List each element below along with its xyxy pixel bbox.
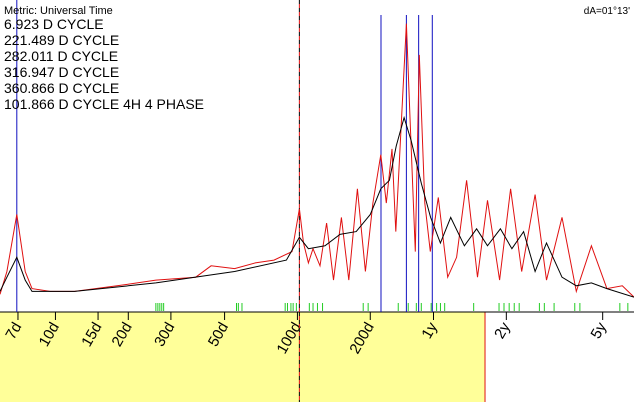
cycle-label: 221.489 D CYCLE bbox=[4, 32, 119, 48]
corner-label: dA=01°13' bbox=[584, 6, 630, 17]
cycle-label: 6.923 D CYCLE bbox=[4, 16, 104, 32]
x-tick-label: 7d bbox=[2, 320, 25, 343]
cycle-label: 316.947 D CYCLE bbox=[4, 64, 119, 80]
cycle-label: 282.011 D CYCLE bbox=[4, 48, 118, 64]
curve bbox=[0, 115, 634, 298]
metric-label: Metric: Universal Time bbox=[4, 5, 113, 17]
highlight-band bbox=[0, 312, 486, 402]
cycle-label: 360.866 D CYCLE bbox=[4, 80, 119, 96]
cycle-label: 101.866 D CYCLE 4H 4 PHASE bbox=[4, 96, 204, 112]
